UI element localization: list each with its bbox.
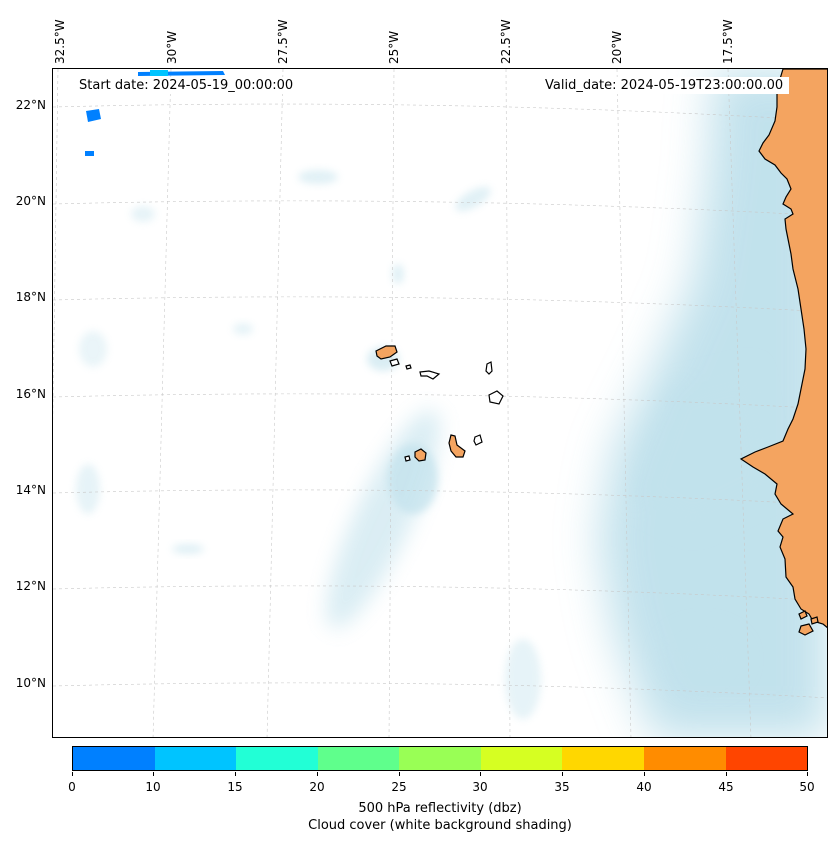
lat-label-14n: 14°N — [15, 483, 46, 497]
map-panel — [52, 68, 828, 738]
graticule — [53, 69, 827, 737]
colorbar-tick — [235, 772, 236, 776]
lon-label-25w: 25°W — [387, 30, 401, 64]
santa-luzia-island — [405, 364, 412, 370]
colorbar-tick-label: 20 — [309, 780, 325, 794]
colorbar-tick — [72, 772, 73, 776]
colorbar-segment — [399, 747, 481, 770]
colorbar-tick — [562, 772, 563, 776]
lat-label-22n: 22°N — [15, 98, 46, 112]
colorbar-segment — [73, 747, 155, 770]
cape-verde-islands — [375, 345, 504, 462]
colorbar-tick — [153, 772, 154, 776]
colorbar-tick-label: 10 — [145, 780, 161, 794]
colorbar-segment — [480, 747, 563, 770]
colorbar-tick-label: 35 — [554, 780, 570, 794]
reflectivity-patches — [85, 70, 225, 156]
sao-nicolau-island — [419, 370, 441, 380]
lat-label-10n: 10°N — [15, 676, 46, 690]
colorbar-tick — [399, 772, 400, 776]
lat-label-12n: 12°N — [15, 579, 46, 593]
colorbar-tick — [317, 772, 318, 776]
valid-date-label: Valid_date: 2024-05-19T23:00:00.00 — [539, 77, 790, 94]
africa-coast — [739, 69, 827, 629]
colorbar-tick-label: 50 — [799, 780, 815, 794]
colorbar-tick-label: 45 — [718, 780, 734, 794]
colorbar-segment — [725, 747, 808, 770]
colorbar-segment — [154, 747, 237, 770]
colorbar-segment — [236, 747, 318, 770]
lon-label-32-5w: 32.5°W — [53, 19, 67, 64]
colorbar-segment — [317, 747, 400, 770]
bissagos-islands — [798, 610, 819, 636]
colorbar-tick — [644, 772, 645, 776]
maio-island — [473, 434, 483, 446]
lon-label-30w: 30°W — [165, 30, 179, 64]
colorbar-tick-label: 40 — [636, 780, 652, 794]
sao-vicente-island — [389, 358, 400, 367]
lon-label-22-5w: 22.5°W — [499, 19, 513, 64]
lon-label-20w: 20°W — [610, 30, 624, 64]
colorbar-tick-label: 0 — [68, 780, 76, 794]
lat-label-20n: 20°N — [15, 194, 46, 208]
boa-vista-island — [488, 390, 504, 405]
colorbar-sublabel: Cloud cover (white background shading) — [308, 818, 572, 833]
cloud-cover-shading — [76, 69, 827, 737]
santiago-island — [448, 434, 466, 458]
santo-antao-island — [375, 345, 398, 360]
fogo-island — [414, 448, 427, 462]
colorbar-segment — [562, 747, 644, 770]
colorbar-tick-label: 25 — [391, 780, 407, 794]
colorbar-tick — [726, 772, 727, 776]
colorbar — [72, 746, 808, 771]
lat-label-16n: 16°N — [15, 387, 46, 401]
lon-label-17-5w: 17.5°W — [721, 19, 735, 64]
colorbar-segment — [643, 747, 726, 770]
brava-island — [404, 455, 411, 462]
colorbar-tick — [480, 772, 481, 776]
colorbar-label: 500 hPa reflectivity (dbz) — [358, 801, 522, 816]
sal-island — [485, 361, 493, 375]
colorbar-tick — [807, 772, 808, 776]
lat-label-18n: 18°N — [15, 290, 46, 304]
lon-label-27-5w: 27.5°W — [276, 19, 290, 64]
colorbar-tick-label: 15 — [227, 780, 243, 794]
colorbar-tick-label: 30 — [472, 780, 488, 794]
map-canvas — [53, 69, 827, 737]
start-date-label: Start date: 2024-05-19_00:00:00 — [73, 77, 300, 94]
